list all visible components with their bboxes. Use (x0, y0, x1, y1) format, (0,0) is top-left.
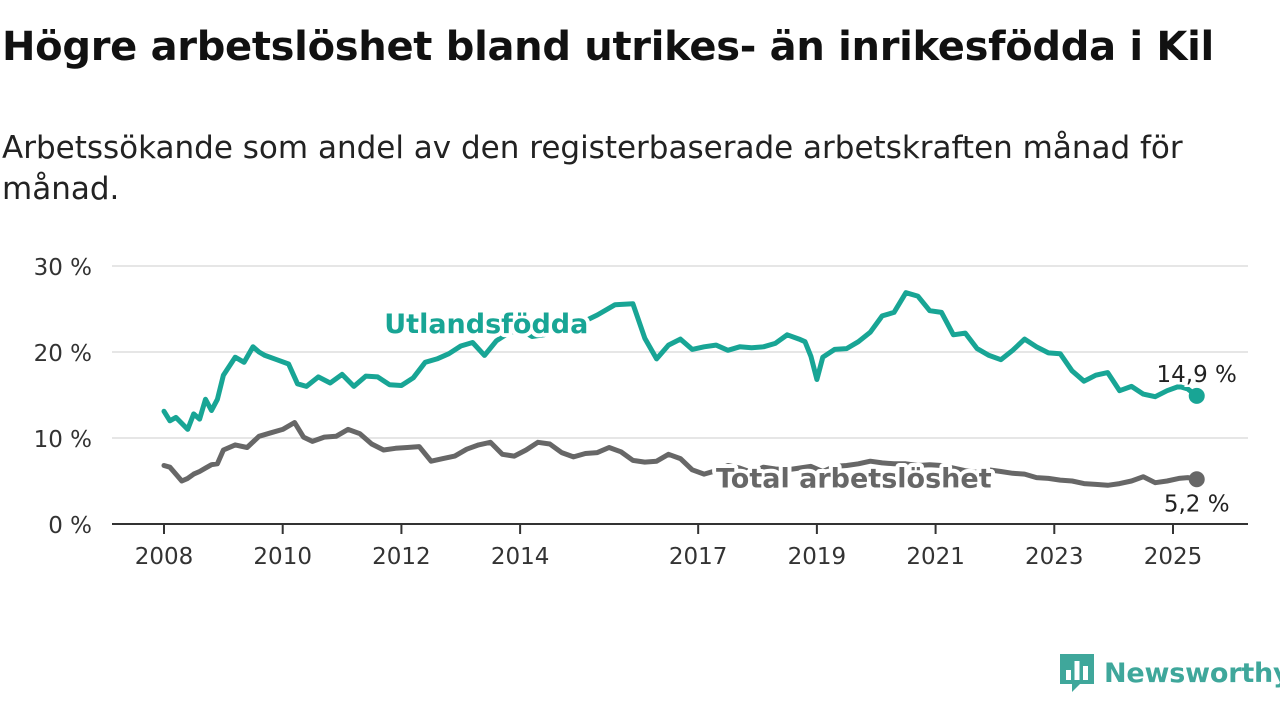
x-tick-label: 2017 (669, 544, 728, 570)
x-tick-label: 2010 (253, 544, 312, 570)
series-labels: 14,9 % Utlandsfödda 5,2 % Total arbetslöshe… (380, 305, 1239, 520)
gridlines (112, 265, 1248, 439)
x-tick-label: 2008 (135, 544, 194, 570)
newsworthy-logo: Newsworthy (1058, 652, 1280, 694)
series-label-total: Total arbetslöshet (716, 464, 992, 495)
end-value-label: 5,2 % (1164, 491, 1230, 517)
x-tick-label: 2023 (1025, 544, 1084, 570)
x-tick-label: 2021 (906, 544, 965, 570)
end-point-total (1188, 471, 1205, 488)
x-tick-label: 2025 (1144, 544, 1203, 570)
x-tick-label: 2014 (491, 544, 550, 570)
y-tick-label: 30 % (34, 255, 92, 281)
series-label-utlandsfodda: Utlandsfödda (384, 309, 588, 340)
x-axis: 2008 2010 2012 2014 2017 2019 2021 2023 2025 (112, 523, 1248, 570)
end-value-label: 14,9 % (1157, 362, 1237, 388)
y-axis-tick-labels: 0 % 10 % 20 % 30 % (34, 255, 92, 539)
chart-subtitle: Arbetssökande som andel av den registerb… (2, 130, 1183, 207)
bar-chart-icon (1060, 654, 1094, 692)
x-tick-label: 2012 (372, 544, 431, 570)
brand-name: Newsworthy (1104, 657, 1280, 689)
y-tick-label: 0 % (48, 513, 92, 539)
end-point-utlandsfodda (1188, 387, 1205, 404)
series-lines (161, 290, 1205, 488)
y-tick-label: 20 % (34, 341, 92, 367)
series-line-total (161, 420, 1200, 488)
chart-title: Högre arbetslöshet bland utrikes- än inr… (2, 24, 1214, 70)
y-tick-label: 10 % (34, 427, 92, 453)
series-line-utlandsfodda (161, 290, 1200, 432)
x-tick-label: 2019 (788, 544, 847, 570)
